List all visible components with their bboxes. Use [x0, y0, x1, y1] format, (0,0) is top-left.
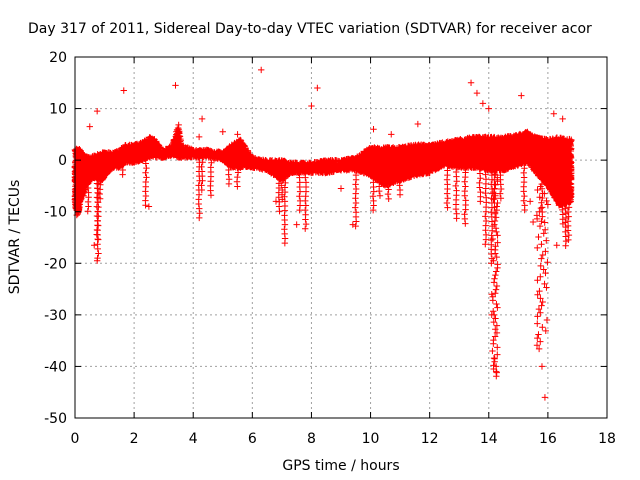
data-layer: [71, 66, 575, 401]
band-point: [175, 121, 182, 129]
grid-lines: [75, 57, 607, 418]
chart-title: Day 317 of 2011, Sidereal Day-to-day VTE…: [28, 21, 592, 37]
